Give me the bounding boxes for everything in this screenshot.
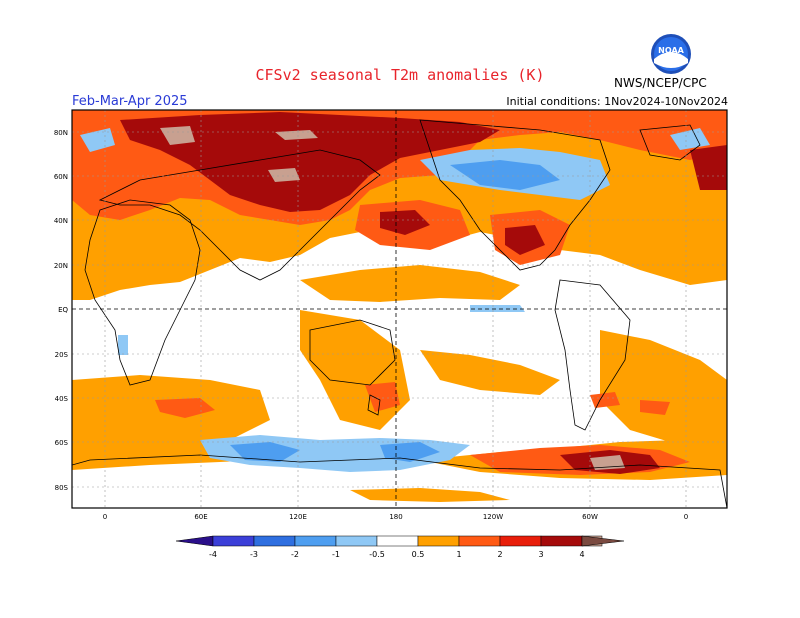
colorbar-swatch <box>499 535 542 547</box>
colorbar-tick: 0.5 <box>412 550 425 559</box>
map-title: CFSv2 seasonal T2m anomalies (K) <box>255 66 545 84</box>
colorbar-tick: -1 <box>332 550 340 559</box>
colorbar <box>175 535 625 547</box>
lat-labels: 80N 60N 40N 20N EQ 20S 40S 60S 80S <box>54 129 69 492</box>
lon-label: 120W <box>483 513 503 521</box>
lon-label: 0 <box>684 513 688 521</box>
lat-label: EQ <box>58 306 68 314</box>
lat-label: 40N <box>54 217 68 225</box>
anomaly-field <box>72 110 727 508</box>
colorbar-tick: 1 <box>456 550 461 559</box>
colorbar-tick: 2 <box>497 550 502 559</box>
lat-label: 20S <box>55 351 69 359</box>
colorbar-swatch <box>335 535 378 547</box>
colorbar-swatch <box>212 535 255 547</box>
colorbar-tick: -3 <box>250 550 258 559</box>
initial-conditions-label: Initial conditions: 1Nov2024-10Nov2024 <box>506 95 728 108</box>
colorbar-tick: -4 <box>209 550 217 559</box>
colorbar-swatch <box>376 535 419 547</box>
colorbar-swatch <box>294 535 337 547</box>
graticule <box>72 110 727 508</box>
season-label: Feb-Mar-Apr 2025 <box>72 94 188 109</box>
colorbar-swatch <box>175 535 214 547</box>
map-frame <box>71 109 728 509</box>
logo-text: NOAA <box>658 46 684 55</box>
colorbar-tick: -0.5 <box>369 550 385 559</box>
lat-label: 20N <box>54 262 68 270</box>
colorbar-swatch <box>458 535 501 547</box>
lon-labels: 0 60E 120E 180 120W 60W 0 <box>103 513 688 521</box>
noaa-logo: NOAA <box>651 34 691 74</box>
colorbar-swatch <box>581 535 625 547</box>
colorbar-tick: 3 <box>538 550 543 559</box>
lat-label: 60S <box>55 439 69 447</box>
agency-label: NWS/NCEP/CPC <box>614 76 707 90</box>
reference-lines <box>72 110 727 508</box>
lon-label: 120E <box>289 513 307 521</box>
colorbar-tick: 4 <box>579 550 584 559</box>
lat-label: 40S <box>55 395 69 403</box>
colorbar-labels: -4 -3 -2 -1 -0.5 0.5 1 2 3 4 <box>209 550 585 559</box>
coastlines <box>72 119 727 508</box>
lat-label: 80N <box>54 129 68 137</box>
lat-label: 60N <box>54 173 68 181</box>
lon-label: 60E <box>194 513 207 521</box>
colorbar-swatch <box>540 535 583 547</box>
colorbar-tick: -2 <box>291 550 299 559</box>
lat-label: 80S <box>55 484 69 492</box>
lon-label: 180 <box>389 513 402 521</box>
colorbar-swatch <box>417 535 460 547</box>
colorbar-swatch <box>253 535 296 547</box>
lon-label: 0 <box>103 513 107 521</box>
lon-label: 60W <box>582 513 598 521</box>
